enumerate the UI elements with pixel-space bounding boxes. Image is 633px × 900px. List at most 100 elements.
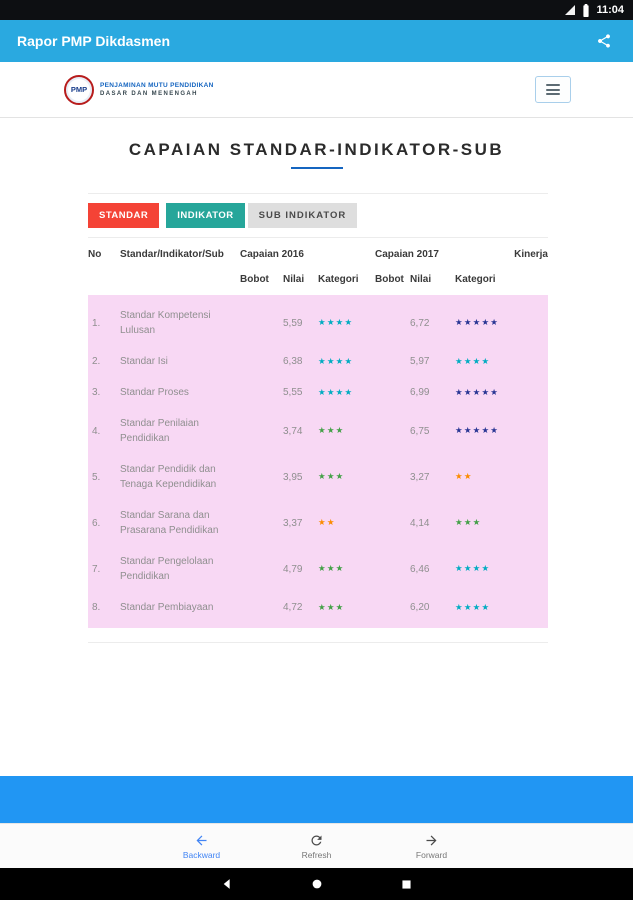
title-underline xyxy=(290,167,343,169)
table-row: 2. Standar Isi 6,38 ★★★★ 5,97 ★★★★ xyxy=(88,346,548,377)
row-kategori-stars-2017: ★★★★ xyxy=(455,602,491,613)
backward-button[interactable]: Backward xyxy=(167,833,237,860)
tab-sub-indikator[interactable]: SUB INDIKATOR xyxy=(247,203,358,228)
android-home-icon[interactable] xyxy=(310,877,324,891)
main-content: PMP PENJAMINAN MUTU PENDIDIKAN DASAR DAN… xyxy=(0,62,633,776)
logo-line1: PENJAMINAN MUTU PENDIDIKAN xyxy=(100,82,214,89)
pmp-logo-icon: PMP xyxy=(64,74,94,105)
row-kategori-stars-2017: ★★★★★ xyxy=(455,318,500,328)
row-standard-name: Standar Sarana dan Prasarana Pendidikan xyxy=(120,510,219,536)
refresh-button[interactable]: Refresh xyxy=(282,833,352,860)
table-row: 1. Standar Kompetensi Lulusan 5,59 ★★★★ … xyxy=(88,300,548,346)
row-kategori-stars-2016: ★★★★ xyxy=(318,387,354,398)
row-standard-name: Standar Isi xyxy=(120,356,168,367)
row-kategori-stars-2016: ★★★ xyxy=(318,472,345,482)
row-standard-name: Standar Proses xyxy=(120,387,189,398)
android-nav-bar xyxy=(0,868,633,900)
row-nilai-2017: 6,46 xyxy=(410,563,430,575)
subheader-kategori-2016: Kategori xyxy=(318,274,359,285)
row-kategori-stars-2017: ★★★ xyxy=(455,518,482,528)
row-nilai-2017: 6,72 xyxy=(410,317,430,329)
row-nilai-2017: 5,97 xyxy=(410,356,430,367)
divider xyxy=(88,237,548,238)
row-nilai-2016: 4,79 xyxy=(283,563,303,575)
row-kategori-stars-2017: ★★★★★ xyxy=(455,387,500,398)
row-number: 8. xyxy=(92,602,101,613)
row-kategori-stars-2017: ★★★★ xyxy=(455,356,491,367)
backward-label: Backward xyxy=(182,849,221,860)
row-nilai-2016: 6,38 xyxy=(283,356,303,367)
row-number: 7. xyxy=(92,563,101,575)
row-kategori-stars-2016: ★★★ xyxy=(318,564,345,574)
row-nilai-2016: 3,95 xyxy=(283,471,303,483)
status-bar: 11:04 xyxy=(0,0,633,20)
table-row: 6. Standar Sarana dan Prasarana Pendidik… xyxy=(88,500,548,546)
table-row: 8. Standar Pembiayaan 4,72 ★★★ 6,20 ★★★★ xyxy=(88,592,548,623)
table-row: 4. Standar Penilaian Pendidikan 3,74 ★★★… xyxy=(88,408,548,454)
refresh-icon xyxy=(311,835,322,845)
divider xyxy=(88,193,548,194)
row-standard-name: Standar Pengelolaan Pendidikan xyxy=(120,556,214,582)
row-nilai-2016: 5,55 xyxy=(283,387,303,398)
row-kategori-stars-2016: ★★★★ xyxy=(318,356,354,367)
col-header-kinerja: Kinerja xyxy=(514,249,548,260)
row-number: 5. xyxy=(92,471,101,483)
table-row: 3. Standar Proses 5,55 ★★★★ 6,99 ★★★★★ xyxy=(88,377,548,408)
backward-arrow-icon xyxy=(196,835,207,845)
row-standard-name: Standar Pembiayaan xyxy=(120,602,214,613)
android-back-icon[interactable] xyxy=(221,877,234,891)
signal-icon xyxy=(564,4,576,16)
webview-nav-bar: Backward Refresh Forward xyxy=(0,823,633,868)
table-subheader-row: Bobot Nilai Kategori Bobot Nilai Kategor… xyxy=(88,262,548,295)
forward-button[interactable]: Forward xyxy=(397,833,467,860)
forward-arrow-icon xyxy=(426,835,437,845)
tab-indikator[interactable]: INDIKATOR xyxy=(166,203,245,228)
refresh-label: Refresh xyxy=(301,849,332,860)
app-title: Rapor PMP Dikdasmen xyxy=(17,33,171,49)
subheader-nilai-2017: Nilai xyxy=(410,274,432,285)
battery-icon xyxy=(582,3,590,17)
subheader-kategori-2017: Kategori xyxy=(455,274,496,285)
row-kategori-stars-2017: ★★★★★ xyxy=(455,426,500,436)
row-nilai-2016: 3,37 xyxy=(283,517,303,529)
table-row: 5. Standar Pendidik dan Tenaga Kependidi… xyxy=(88,454,548,500)
pmp-logo-text: PENJAMINAN MUTU PENDIDIKAN DASAR DAN MEN… xyxy=(100,82,214,97)
col-header-capaian-2016: Capaian 2016 xyxy=(240,249,304,260)
table-header-row: No Standar/Indikator/Sub Capaian 2016 Ca… xyxy=(88,238,548,262)
table-body: 1. Standar Kompetensi Lulusan 5,59 ★★★★ … xyxy=(88,295,548,628)
row-standard-name: Standar Pendidik dan Tenaga Kependidikan xyxy=(120,464,217,490)
tab-standar[interactable]: STANDAR xyxy=(88,203,160,228)
page-title: CAPAIAN STANDAR-INDIKATOR-SUB xyxy=(128,140,505,159)
pmp-logo: PMP PENJAMINAN MUTU PENDIDIKAN DASAR DAN… xyxy=(64,74,214,105)
table-row: 7. Standar Pengelolaan Pendidikan 4,79 ★… xyxy=(88,546,548,592)
row-kategori-stars-2017: ★★ xyxy=(455,472,473,482)
row-nilai-2016: 4,72 xyxy=(283,602,303,613)
footer-blue-bar xyxy=(0,776,633,823)
row-kategori-stars-2016: ★★★ xyxy=(318,602,345,613)
row-number: 6. xyxy=(92,517,101,529)
app-bar: Rapor PMP Dikdasmen xyxy=(0,20,633,62)
subheader-bobot-2016: Bobot xyxy=(240,274,269,285)
row-number: 3. xyxy=(92,387,101,398)
col-header-capaian-2017: Capaian 2017 xyxy=(375,249,439,260)
row-kategori-stars-2016: ★★★★ xyxy=(318,318,354,328)
subheader-bobot-2017: Bobot xyxy=(375,274,404,285)
logo-line2: DASAR DAN MENENGAH xyxy=(100,91,198,97)
status-time: 11:04 xyxy=(596,4,624,16)
row-nilai-2017: 3,27 xyxy=(410,471,430,483)
hamburger-menu-button[interactable] xyxy=(535,76,571,103)
col-header-name: Standar/Indikator/Sub xyxy=(120,249,224,260)
subheader-nilai-2016: Nilai xyxy=(283,274,305,285)
row-nilai-2016: 5,59 xyxy=(283,317,303,329)
row-number: 4. xyxy=(92,425,101,437)
row-kategori-stars-2016: ★★ xyxy=(318,518,336,528)
row-standard-name: Standar Penilaian Pendidikan xyxy=(120,418,199,444)
row-nilai-2017: 4,14 xyxy=(410,517,430,529)
share-icon[interactable] xyxy=(592,29,616,53)
row-nilai-2017: 6,20 xyxy=(410,602,430,613)
row-number: 1. xyxy=(92,317,101,329)
row-nilai-2017: 6,99 xyxy=(410,387,430,398)
android-recents-icon[interactable] xyxy=(400,878,413,891)
row-standard-name: Standar Kompetensi Lulusan xyxy=(120,310,211,336)
